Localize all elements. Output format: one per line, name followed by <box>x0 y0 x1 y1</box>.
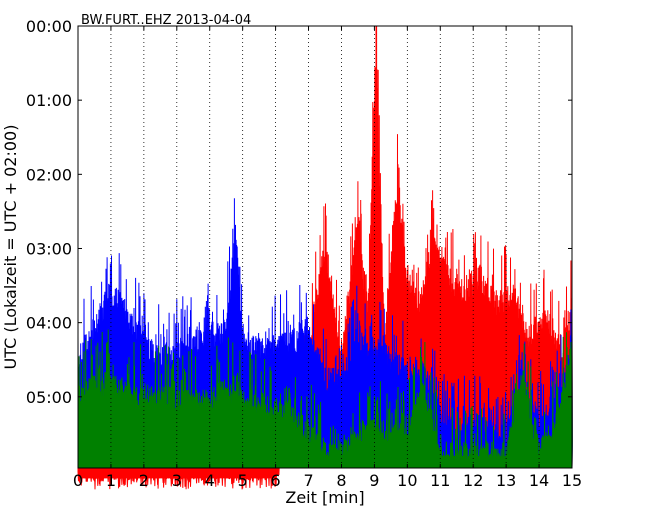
y-tick-label: 04:00 <box>26 314 72 333</box>
x-axis: 0 1 2 3 4 5 6 7 8 9 10 11 12 13 14 15 <box>73 26 582 490</box>
x-tick-label: 7 <box>303 471 313 490</box>
x-tick-label: 12 <box>463 471 483 490</box>
x-tick-label: 4 <box>205 471 215 490</box>
y-axis: 00:00 01:00 02:00 03:00 04:00 05:00 <box>26 17 572 407</box>
plot-frame <box>77 25 573 469</box>
x-axis-label: Zeit [min] <box>285 488 364 507</box>
x-tick-label: 9 <box>369 471 379 490</box>
series-trace-3 <box>77 329 573 469</box>
x-tick-label: 14 <box>529 471 549 490</box>
x-tick-label: 0 <box>73 471 83 490</box>
y-tick-label: 00:00 <box>26 17 72 36</box>
x-tick-label: 8 <box>336 471 346 490</box>
x-tick-label: 1 <box>106 471 116 490</box>
y-tick-label: 01:00 <box>26 91 72 110</box>
y-axis-label: UTC (Lokalzeit = UTC + 02:00) <box>1 125 20 370</box>
x-tick-label: 3 <box>172 471 182 490</box>
y-tick-label: 02:00 <box>26 165 72 184</box>
x-tick-label: 13 <box>496 471 516 490</box>
plot-area <box>77 25 573 490</box>
vertical-grid <box>110 26 540 468</box>
x-tick-label: 11 <box>430 471 450 490</box>
x-tick-label: 6 <box>271 471 281 490</box>
x-tick-label: 15 <box>562 471 582 490</box>
y-tick-label: 03:00 <box>26 239 72 258</box>
y-tick-label: 05:00 <box>26 388 72 407</box>
x-tick-label: 5 <box>238 471 248 490</box>
x-tick-label: 2 <box>139 471 149 490</box>
chart-title: BW.FURT..EHZ 2013-04-04 <box>81 13 251 28</box>
x-tick-label: 10 <box>397 471 417 490</box>
